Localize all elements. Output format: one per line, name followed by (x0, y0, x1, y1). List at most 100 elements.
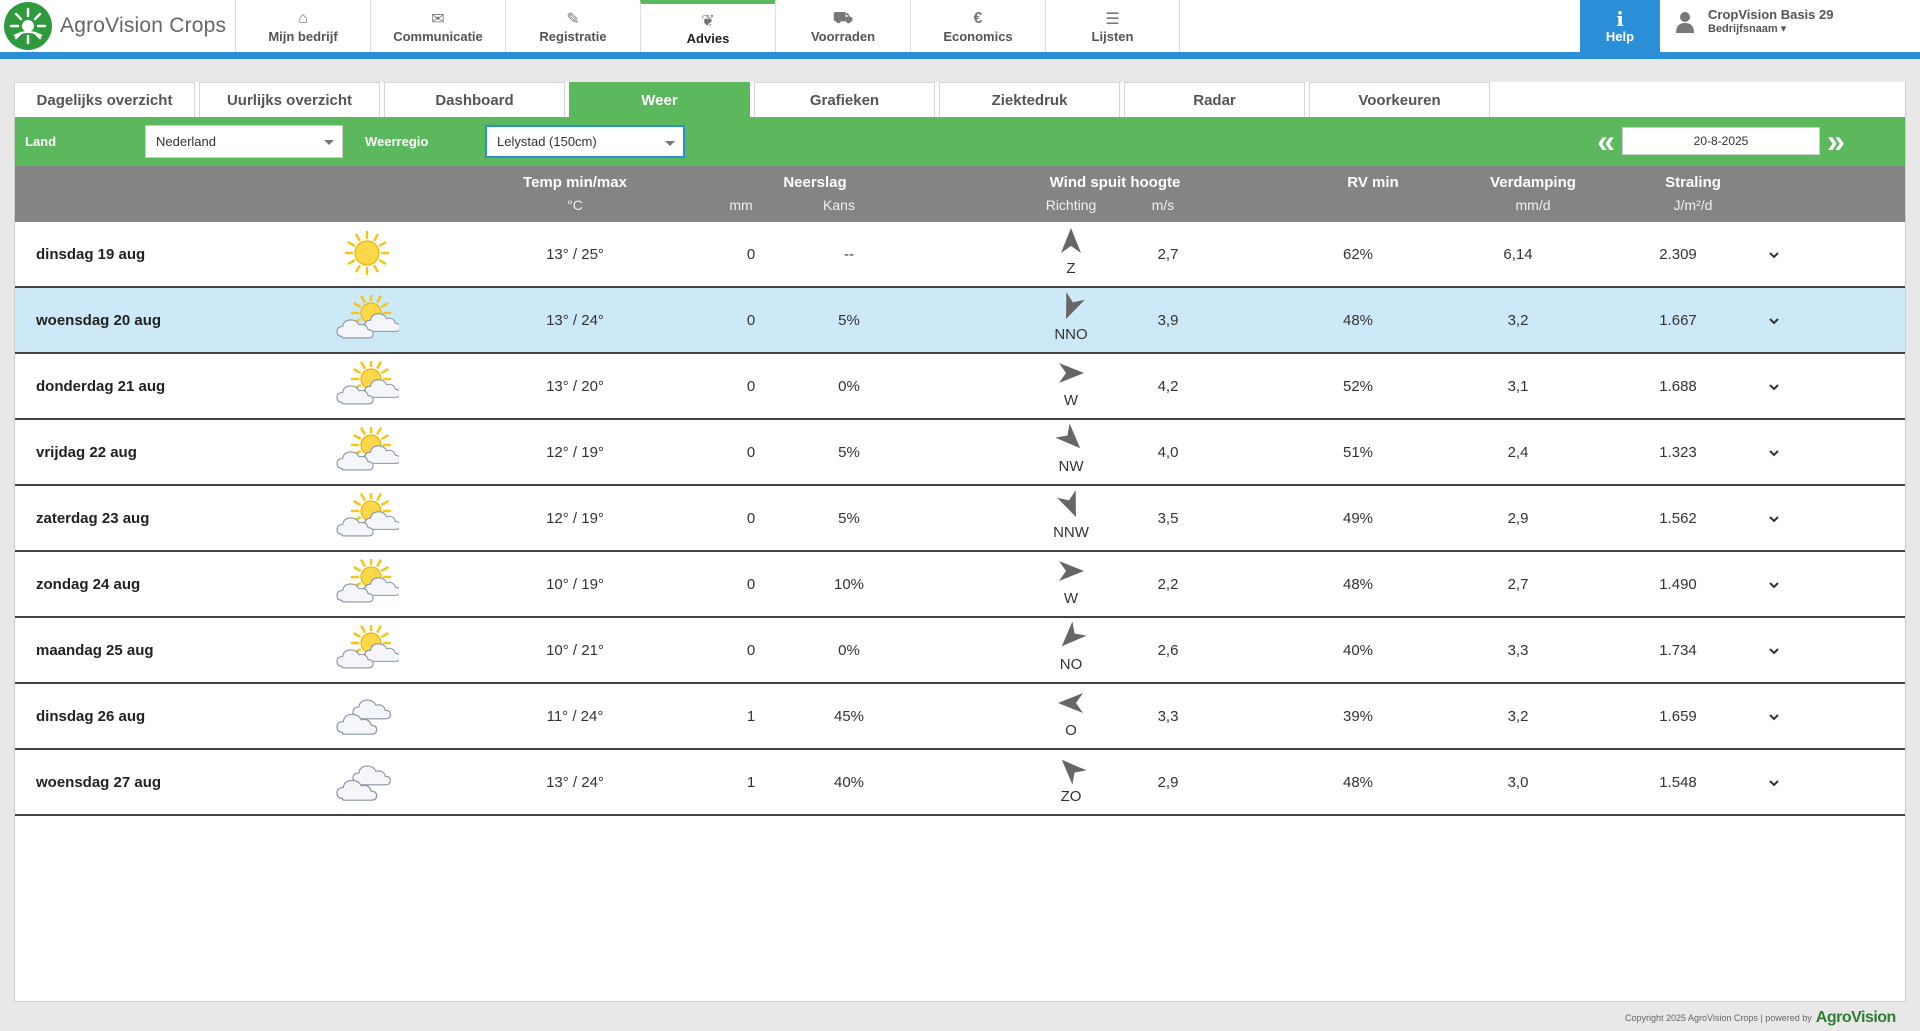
wind-speed-cell: 2,6 (1157, 642, 1179, 659)
radiation-cell: 1.490 (1659, 576, 1697, 593)
wind-direction-cell: W (1063, 392, 1079, 409)
forecast-row[interactable]: maandag 25 aug 10° / 21° 0 0% 2,6 40% 3,3 1.73… (15, 618, 1905, 684)
expand-chevron-icon[interactable] (1767, 446, 1781, 460)
nav-item-voorraden[interactable]: ⛟ Voorraden (775, 0, 910, 52)
wind-direction-arrow-icon (1056, 556, 1086, 586)
expand-chevron-icon[interactable] (1767, 578, 1781, 592)
next-day-icon[interactable]: » (1827, 123, 1845, 159)
previous-day-icon[interactable]: « (1597, 123, 1615, 159)
radiation-cell: 2.309 (1659, 246, 1697, 263)
leaf-icon: ❦ (701, 12, 715, 30)
nav-item-lijsten[interactable]: ☰ Lijsten (1045, 0, 1180, 52)
help-label: Help (1605, 28, 1635, 44)
weather-region-label: Weerregio (365, 134, 429, 149)
wind-direction-cell: NW (1058, 458, 1084, 475)
expand-chevron-icon[interactable] (1767, 380, 1781, 394)
forecast-table-header: Temp min/max °C Neerslag mm Kans Wind sp… (15, 166, 1905, 222)
wind-direction-cell: W (1063, 590, 1079, 607)
nav-item-registratie[interactable]: ✎ Registratie (505, 0, 640, 52)
land-label: Land (25, 134, 57, 149)
evaporation-cell: 2,4 (1507, 444, 1529, 461)
neerslag-kans-unit: Kans (823, 197, 855, 213)
tab-ziektedruk[interactable]: Ziektedruk (939, 82, 1120, 117)
land-select-value: Nederland (156, 134, 216, 149)
user-account-name: CropVision Basis 29 (1708, 7, 1834, 22)
temp-cell: 13° / 20° (546, 378, 604, 395)
wind-speed-cell: 3,9 (1157, 312, 1179, 329)
forecast-row[interactable]: vrijdag 22 aug 12° / 19° 0 5% 4,0 51% 2,4 1.32… (15, 420, 1905, 486)
forecast-row[interactable]: zondag 24 aug 10° / 19° 0 10% 2,2 48% 2,7 1.49… (15, 552, 1905, 618)
footer-brand-logo: AgroVision (1815, 1009, 1897, 1026)
precip-mm-cell: 0 (746, 444, 756, 461)
expand-chevron-icon[interactable] (1767, 512, 1781, 526)
tab-dashboard[interactable]: Dashboard (384, 82, 565, 117)
expand-chevron-icon[interactable] (1767, 776, 1781, 790)
wind-direction-cell: NNW (1053, 524, 1089, 541)
expand-chevron-icon[interactable] (1767, 644, 1781, 658)
help-button[interactable]: i Help (1580, 0, 1660, 52)
user-menu[interactable]: CropVision Basis 29 Bedrijfsnaam ▾ (1676, 8, 1833, 36)
pencil-icon: ✎ (566, 10, 580, 28)
expand-chevron-icon[interactable] (1767, 314, 1781, 328)
precip-mm-cell: 0 (746, 576, 756, 593)
tab-radar[interactable]: Radar (1124, 82, 1305, 117)
wind-header: Wind spuit hoogte (1049, 174, 1181, 191)
day-cell: dinsdag 26 aug (36, 708, 146, 725)
temp-cell: 12° / 19° (546, 510, 604, 527)
precip-mm-cell: 0 (746, 246, 756, 263)
temp-cell: 10° / 19° (546, 576, 604, 593)
app-logo[interactable]: AgroVision Crops (4, 2, 226, 50)
tab-voorkeuren[interactable]: Voorkeuren (1309, 82, 1490, 117)
neerslag-header: Neerslag (783, 174, 847, 191)
wind-speed-cell: 3,3 (1157, 708, 1179, 725)
precip-chance-cell: 5% (838, 312, 860, 329)
weather-region-value: Lelystad (150cm) (497, 134, 597, 149)
temp-cell: 12° / 19° (546, 444, 604, 461)
top-navigation-bar: AgroVision Crops ⌂ Mijn bedrijf ✉ Communica… (0, 0, 1920, 59)
nav-item-communicatie[interactable]: ✉ Communicatie (370, 0, 505, 52)
nav-item-label: Registratie (539, 28, 607, 44)
advice-tabs: Dagelijks overzicht Uurlijks overzicht Das… (14, 82, 1494, 117)
evaporation-cell: 2,7 (1507, 576, 1529, 593)
weather-region-select[interactable]: Lelystad (150cm) (485, 125, 685, 158)
straling-unit: J/m²/d (1673, 197, 1713, 213)
nav-item-label: Economics (943, 28, 1013, 44)
nav-item-mijn-bedrijf[interactable]: ⌂ Mijn bedrijf (235, 0, 370, 52)
date-field[interactable]: 20-8-2025 (1622, 127, 1820, 155)
forecast-row[interactable]: zaterdag 23 aug 12° / 19° 0 5% 3,5 49% 2,9 1.5… (15, 486, 1905, 552)
envelope-icon: ✉ (431, 10, 445, 28)
straling-header: Straling (1665, 174, 1721, 191)
info-icon: i (1616, 6, 1624, 31)
nav-underline (0, 52, 1920, 59)
expand-chevron-icon[interactable] (1767, 248, 1781, 262)
tab-weer[interactable]: Weer (569, 82, 750, 117)
wind-speed-cell: 4,2 (1157, 378, 1179, 395)
list-icon: ☰ (1105, 10, 1120, 28)
forecast-row[interactable]: woensdag 20 aug 13° / 24° 0 5% 3,9 48% 3,2 1.6… (15, 288, 1905, 354)
company-name-dropdown[interactable]: Bedrijfsnaam ▾ (1708, 23, 1787, 35)
radiation-cell: 1.548 (1659, 774, 1697, 791)
forecast-row[interactable]: donderdag 21 aug 13° / 20° 0 0% 4,2 52% 3,1 1.… (15, 354, 1905, 420)
humidity-cell: 52% (1342, 378, 1374, 395)
day-cell: dinsdag 19 aug (36, 246, 146, 263)
expand-chevron-icon[interactable] (1767, 710, 1781, 724)
nav-item-economics[interactable]: € Economics (910, 0, 1045, 52)
evaporation-cell: 3,1 (1507, 378, 1529, 395)
nav-item-advies[interactable]: ❦ Advies (640, 0, 775, 59)
precip-chance-cell: 0% (838, 378, 860, 395)
forecast-row[interactable]: dinsdag 26 aug 11° / 24° 1 45% 3,3 39% 3,2 1.6… (15, 684, 1905, 750)
tab-dagelijks-overzicht[interactable]: Dagelijks overzicht (14, 82, 195, 117)
nav-item-label: Lijsten (1091, 28, 1134, 44)
day-cell: vrijdag 22 aug (36, 444, 137, 461)
tab-grafieken[interactable]: Grafieken (754, 82, 935, 117)
precip-chance-cell: 10% (833, 576, 865, 593)
tab-uurlijks-overzicht[interactable]: Uurlijks overzicht (199, 82, 380, 117)
precip-chance-cell: 40% (833, 774, 865, 791)
wind-direction-unit: Richting (1045, 197, 1097, 213)
wind-direction-cell: Z (1066, 260, 1076, 277)
rv-header: RV min (1347, 174, 1399, 191)
land-select[interactable]: Nederland (145, 125, 343, 158)
forecast-row[interactable]: woensdag 27 aug 13° / 24° 1 40% 2,9 48% 3,0 1.… (15, 750, 1905, 816)
forecast-row[interactable]: dinsdag 19 aug 13° / 25° 0 -- 2,7 62% 6,14 2.30… (15, 222, 1905, 288)
user-icon (1676, 12, 1694, 33)
